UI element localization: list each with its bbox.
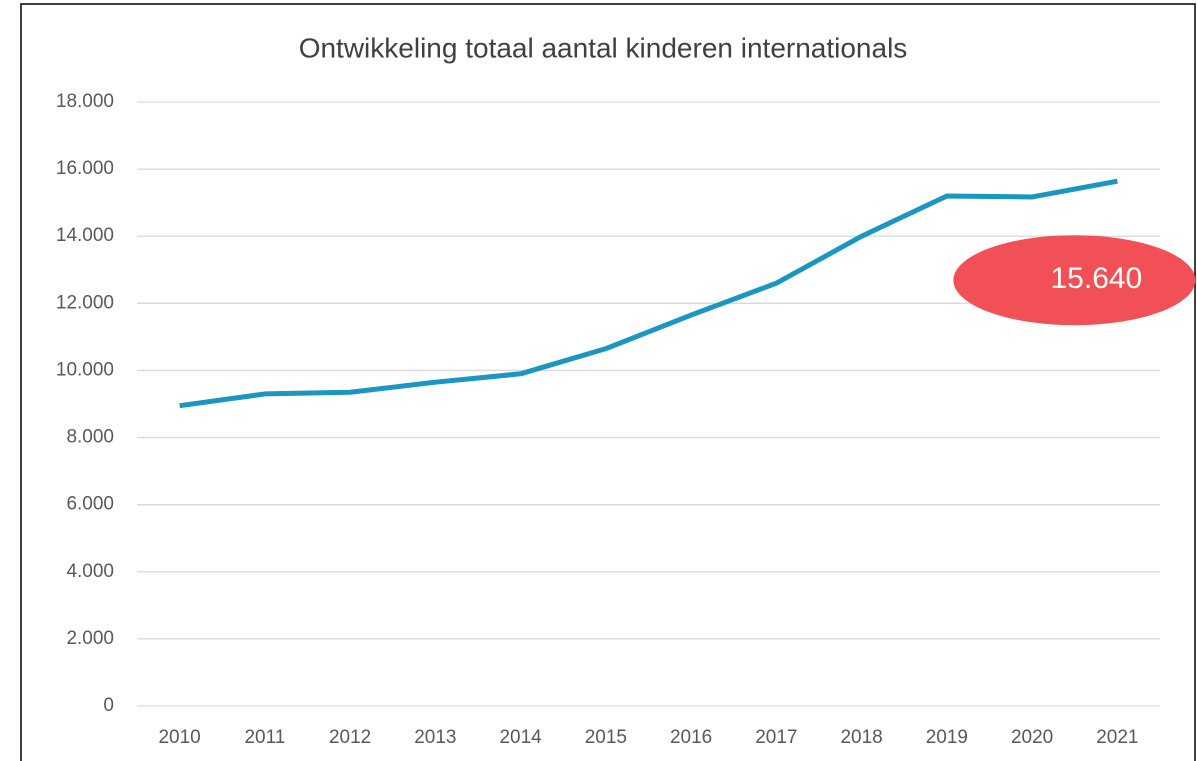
y-tick-label: 4.000 bbox=[66, 561, 114, 582]
y-tick-label: 6.000 bbox=[66, 494, 114, 515]
y-tick-label: 16.000 bbox=[56, 158, 114, 179]
x-tick-label: 2014 bbox=[499, 727, 542, 748]
x-tick-label: 2016 bbox=[670, 727, 712, 748]
x-tick-label: 2018 bbox=[840, 727, 882, 748]
y-tick-label: 8.000 bbox=[66, 427, 114, 448]
y-tick-label: 18.000 bbox=[56, 91, 114, 112]
data-label: 15.640 bbox=[1050, 262, 1142, 295]
x-tick-label: 2017 bbox=[755, 727, 797, 748]
x-tick-label: 2021 bbox=[1096, 727, 1138, 748]
annotation-bubble bbox=[953, 235, 1196, 326]
x-tick-label: 2020 bbox=[1011, 727, 1053, 748]
y-tick-label: 14.000 bbox=[56, 225, 114, 246]
x-tick-label: 2013 bbox=[414, 727, 456, 748]
x-tick-label: 2015 bbox=[585, 727, 627, 748]
y-tick-label: 2.000 bbox=[66, 628, 114, 649]
chart-frame bbox=[20, 3, 1196, 761]
y-tick-label: 10.000 bbox=[56, 359, 114, 380]
chart-title: Ontwikkeling totaal aantal kinderen inte… bbox=[299, 32, 908, 63]
y-tick-label: 12.000 bbox=[56, 292, 114, 313]
x-tick-label: 2012 bbox=[329, 727, 371, 748]
y-tick-label: 0 bbox=[103, 695, 114, 716]
line-series bbox=[179, 178, 1118, 409]
x-tick-label: 2019 bbox=[926, 727, 968, 748]
x-tick-label: 2010 bbox=[158, 727, 200, 748]
x-tick-label: 2011 bbox=[244, 727, 285, 748]
